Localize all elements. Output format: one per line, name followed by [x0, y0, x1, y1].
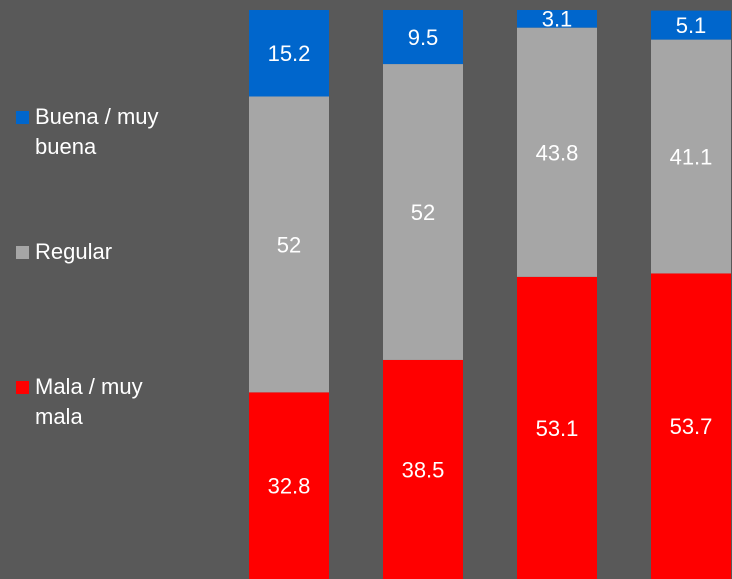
bar-segment-buena-muy-buena-4: [651, 10, 731, 40]
bar-group-2: 38.5 52 9.5: [383, 10, 463, 579]
legend-item-buena: Buena / muy buena: [16, 102, 195, 162]
data-label-regular-3: 43.8: [536, 140, 579, 165]
bar-segment-buena-muy-buena-1: [249, 10, 329, 97]
data-label-mala-muy-mala-4: 53.7: [670, 414, 713, 439]
bar-segment-mala-muy-mala-3: [517, 276, 597, 579]
bar-segment-regular-1: [249, 96, 329, 393]
data-label-buena-muy-buena-4: 5.1: [676, 13, 707, 38]
legend-label-buena: Buena / muy buena: [35, 104, 159, 159]
data-label-mala-muy-mala-2: 38.5: [402, 457, 445, 482]
legend-swatch-mala: [16, 381, 29, 394]
legend-swatch-buena: [16, 111, 29, 124]
legend-item-mala: Mala / muy mala: [16, 372, 195, 432]
legend-label-mala: Mala / muy mala: [35, 374, 143, 429]
data-label-regular-4: 41.1: [670, 145, 713, 170]
bar-segment-mala-muy-mala-4: [651, 273, 731, 579]
bar-segment-mala-muy-mala-2: [383, 359, 463, 579]
data-label-mala-muy-mala-1: 32.8: [268, 474, 311, 499]
bar-segment-mala-muy-mala-1: [249, 392, 329, 579]
data-label-buena-muy-buena-1: 15.2: [268, 41, 311, 66]
data-label-regular-2: 52: [411, 200, 435, 225]
bar-segment-buena-muy-buena-3: [517, 10, 597, 28]
bar-group-1: 32.8 52 15.2: [249, 10, 329, 579]
legend-item-regular: Regular: [16, 237, 195, 267]
bar-group-3: 53.1 43.8 3.1: [517, 7, 597, 579]
data-label-mala-muy-mala-3: 53.1: [536, 416, 579, 441]
bar-segment-buena-muy-buena-2: [383, 10, 463, 65]
bar-group-4: 53.7 41.1 5.1: [651, 10, 731, 579]
data-label-buena-muy-buena-3: 3.1: [542, 7, 573, 32]
bar-segment-regular-2: [383, 64, 463, 360]
data-label-regular-1: 52: [277, 232, 301, 257]
bar-segment-regular-4: [651, 39, 731, 274]
legend-label-regular: Regular: [35, 239, 113, 264]
bar-segment-regular-3: [517, 27, 597, 277]
data-label-buena-muy-buena-2: 9.5: [408, 25, 439, 50]
legend-swatch-regular: [16, 246, 29, 259]
legend: Buena / muy buena Regular Mala / muy mal…: [16, 0, 216, 579]
